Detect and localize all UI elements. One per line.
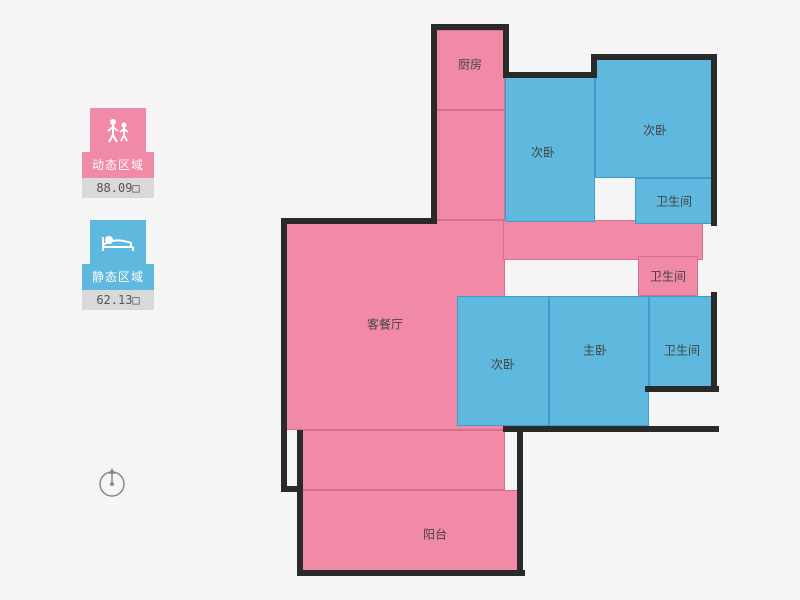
wall-6: [711, 54, 717, 226]
floorplan: 厨房客餐厅卫生间阳台次卧次卧卫生间次卧主卧卫生间: [285, 24, 733, 579]
room-upper_hall: [435, 110, 505, 220]
wall-11: [297, 430, 303, 576]
room-bed2b: [595, 58, 713, 178]
wall-12: [297, 570, 525, 576]
wall-5: [591, 54, 717, 60]
bed-icon: [90, 220, 146, 264]
legend-static-label: 静态区域: [82, 264, 154, 290]
legend-dynamic-label: 动态区域: [82, 152, 154, 178]
wall-14: [503, 426, 719, 432]
wall-2: [503, 24, 509, 78]
wall-8: [281, 218, 437, 224]
room-master: [549, 296, 649, 426]
wall-1: [431, 24, 437, 222]
wall-9: [281, 218, 287, 492]
legend-static-value: 62.13□: [82, 290, 154, 310]
legend-dynamic: 动态区域 88.09□: [82, 108, 154, 198]
room-bath1: [635, 178, 713, 224]
room-balcony: [301, 490, 521, 572]
wall-13: [517, 426, 523, 574]
wall-15: [645, 386, 719, 392]
room-hall_right: [503, 220, 703, 260]
room-bath2: [638, 256, 698, 296]
room-bed2a: [505, 76, 595, 222]
legend-dynamic-value: 88.09□: [82, 178, 154, 198]
room-living_ext: [301, 430, 505, 490]
wall-0: [431, 24, 509, 30]
room-bed2c: [457, 296, 549, 426]
legend: 动态区域 88.09□ 静态区域 62.13□: [82, 108, 154, 332]
compass-icon: [92, 462, 132, 507]
wall-7: [711, 292, 717, 392]
room-bath3: [649, 296, 715, 388]
wall-3: [503, 72, 597, 78]
people-icon: [90, 108, 146, 152]
legend-static: 静态区域 62.13□: [82, 220, 154, 310]
room-kitchen: [435, 30, 505, 110]
